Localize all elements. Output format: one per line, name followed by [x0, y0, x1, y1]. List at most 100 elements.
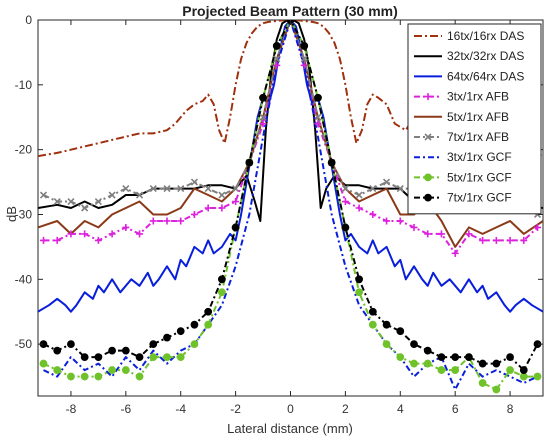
data-point	[437, 366, 446, 374]
data-point	[135, 372, 144, 381]
series-line-3	[38, 20, 543, 313]
data-point	[383, 217, 391, 225]
series-line-7	[43, 20, 538, 391]
legend: 16tx/16rx DAS 32tx/32rx DAS 64tx/64rx DAS 3…	[407, 23, 542, 215]
data-point	[177, 217, 185, 225]
x-tick-label: 0	[287, 402, 294, 416]
data-point	[204, 320, 213, 329]
data-point	[423, 346, 432, 355]
data-point	[108, 230, 116, 238]
x-tick-label: -8	[66, 402, 77, 416]
data-point	[451, 353, 460, 362]
data-point	[519, 372, 528, 381]
data-point	[355, 191, 363, 199]
y-tick-label: -50	[15, 337, 33, 351]
data-point	[314, 113, 322, 121]
data-point	[135, 191, 144, 199]
legend-marker	[424, 173, 432, 182]
data-point	[382, 340, 391, 349]
data-point	[81, 230, 89, 238]
x-tick-label: -2	[230, 402, 241, 416]
data-point	[437, 230, 445, 238]
legend-entry: 3tx/1rx GCF	[447, 150, 512, 164]
data-point	[341, 198, 349, 206]
data-point	[67, 340, 75, 349]
data-point	[534, 223, 542, 231]
data-point	[341, 223, 350, 232]
data-point	[67, 372, 75, 381]
data-point	[94, 353, 103, 362]
data-point	[149, 353, 158, 362]
legend-entry: 5tx/1rx AFB	[447, 110, 509, 124]
data-point	[396, 184, 404, 193]
data-point	[300, 55, 308, 63]
data-point	[108, 366, 117, 374]
data-point	[108, 191, 116, 199]
y-tick-label: -30	[15, 207, 33, 221]
series-line-5	[38, 20, 543, 248]
data-point	[108, 346, 117, 355]
data-point	[492, 236, 500, 244]
data-point	[300, 42, 309, 50]
data-point	[217, 275, 226, 284]
data-point	[204, 204, 212, 212]
data-point	[122, 184, 130, 193]
data-point	[368, 320, 377, 329]
legend-entry: 7tx/1rx GCF	[447, 191, 512, 205]
data-point	[232, 184, 240, 193]
data-point	[67, 230, 75, 238]
data-point	[231, 223, 240, 232]
data-point	[176, 353, 185, 362]
legend-entry: 16tx/16rx DAS	[447, 29, 524, 43]
legend-entry: 5tx/1rx GCF	[447, 170, 512, 184]
data-point	[245, 158, 254, 167]
data-point	[121, 366, 130, 374]
data-point	[80, 372, 89, 381]
data-point	[121, 346, 130, 355]
data-point	[232, 198, 240, 206]
data-point	[94, 197, 102, 206]
data-point	[314, 93, 322, 102]
data-point	[300, 61, 308, 69]
data-point	[135, 353, 144, 362]
data-point	[506, 366, 514, 374]
y-tick-label: 0	[25, 13, 32, 27]
data-point	[396, 327, 405, 336]
data-point	[80, 353, 89, 362]
data-point	[218, 191, 226, 199]
data-point	[53, 366, 62, 374]
data-point	[396, 217, 404, 225]
data-point	[176, 327, 185, 336]
legend-entry: 7tx/1rx AFB	[447, 130, 509, 144]
data-point	[423, 359, 432, 368]
x-tick-label: -4	[175, 402, 186, 416]
data-point	[533, 372, 542, 381]
data-point	[259, 93, 267, 102]
data-point	[39, 236, 47, 244]
data-point	[410, 340, 418, 349]
data-point	[53, 346, 62, 355]
legend-entry: 3tx/1rx AFB	[447, 90, 509, 104]
data-point	[396, 353, 405, 362]
data-point	[410, 359, 418, 368]
data-point	[177, 184, 185, 193]
data-point	[149, 340, 158, 349]
x-axis-ticks: -8 -6 -4 -2 0 2 4 6 8	[66, 20, 514, 416]
data-point	[94, 372, 103, 381]
data-point	[437, 353, 446, 362]
data-point	[204, 184, 212, 193]
legend-marker	[424, 133, 432, 141]
data-point	[149, 217, 157, 225]
x-tick-label: 8	[507, 402, 514, 416]
y-axis-ticks: 0 -10 -20 -30 -40 -50	[15, 13, 543, 351]
data-point	[163, 353, 171, 362]
data-point	[465, 230, 473, 238]
data-point	[382, 320, 391, 329]
legend-marker	[424, 93, 432, 101]
data-point	[81, 204, 89, 212]
y-axis-label: dB	[4, 206, 19, 222]
data-point	[327, 158, 336, 167]
x-tick-label: 2	[342, 402, 349, 416]
data-point	[506, 353, 514, 362]
data-point	[506, 236, 514, 244]
